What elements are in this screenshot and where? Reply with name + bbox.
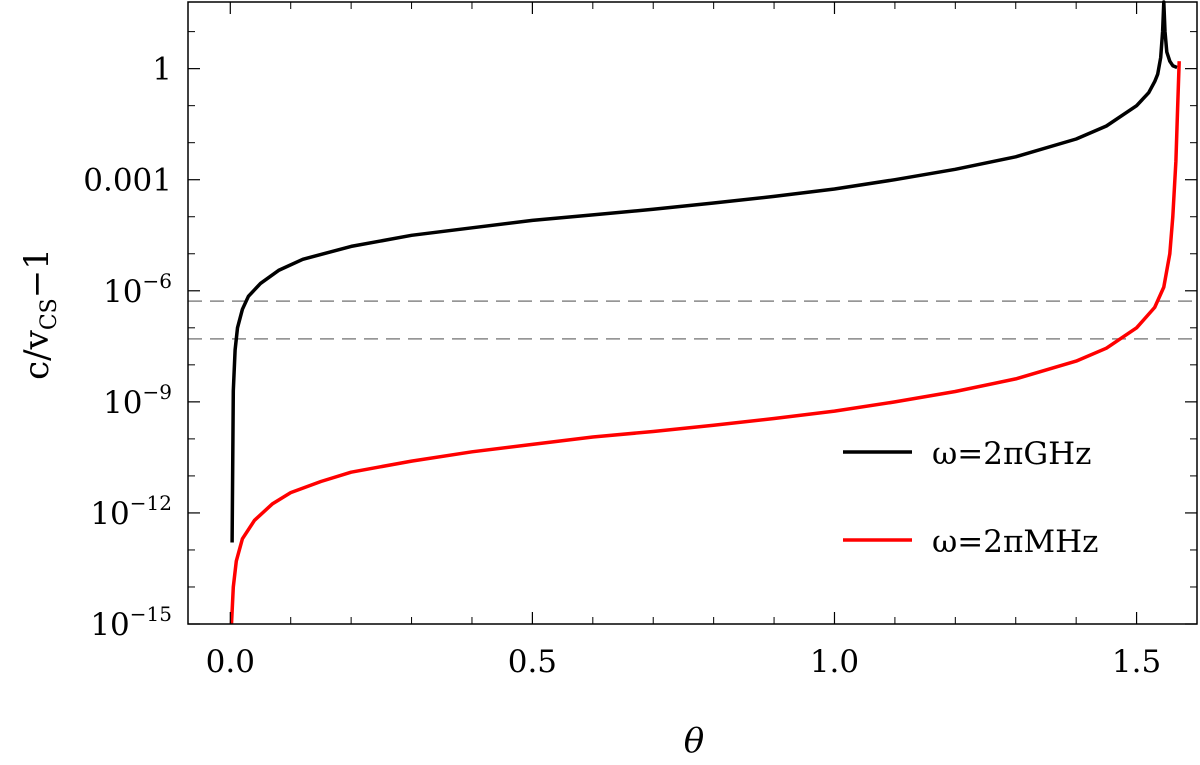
legend-label-0: ω=2πGHz [932, 436, 1091, 472]
x-tick-label-3: 1.5 [1112, 644, 1161, 680]
series-layer [229, 0, 1181, 625]
y-tick-label-1: 0.001 [83, 163, 172, 199]
y-tick-labels: 1 0.001 10−6 10−9 10−12 10−15 [83, 52, 172, 643]
plot-frame [187, 1, 1198, 625]
x-tick-label-0: 0.0 [206, 644, 255, 680]
y-axis-label-sub: CS [37, 298, 62, 330]
y-tick-label-0: 1 [152, 52, 172, 88]
ticks [188, 2, 1197, 625]
y-tick-label-5: 10−15 [90, 602, 172, 643]
x-tick-labels: 0.0 0.5 1.0 1.5 [206, 644, 1162, 680]
x-tick-label-1: 0.5 [508, 644, 557, 680]
y-tick-label-2: 10−6 [103, 269, 172, 310]
legend-label-1: ω=2πMHz [932, 524, 1098, 560]
legend: ω=2πGHz ω=2πMHz [843, 436, 1098, 560]
series-line-0 [230, 0, 1178, 543]
y-axis-label-main: c/v [17, 329, 57, 379]
y-tick-label-3: 10−9 [103, 380, 172, 421]
x-tick-label-2: 1.0 [810, 644, 859, 680]
reference-lines [188, 300, 1197, 340]
y-axis-label-tail: −1 [17, 248, 57, 298]
y-axis-label: c/vCS−1 [17, 248, 62, 380]
series-line-1 [229, 61, 1181, 625]
x-axis-label: θ [684, 721, 704, 761]
y-tick-label-4: 10−12 [90, 491, 172, 532]
